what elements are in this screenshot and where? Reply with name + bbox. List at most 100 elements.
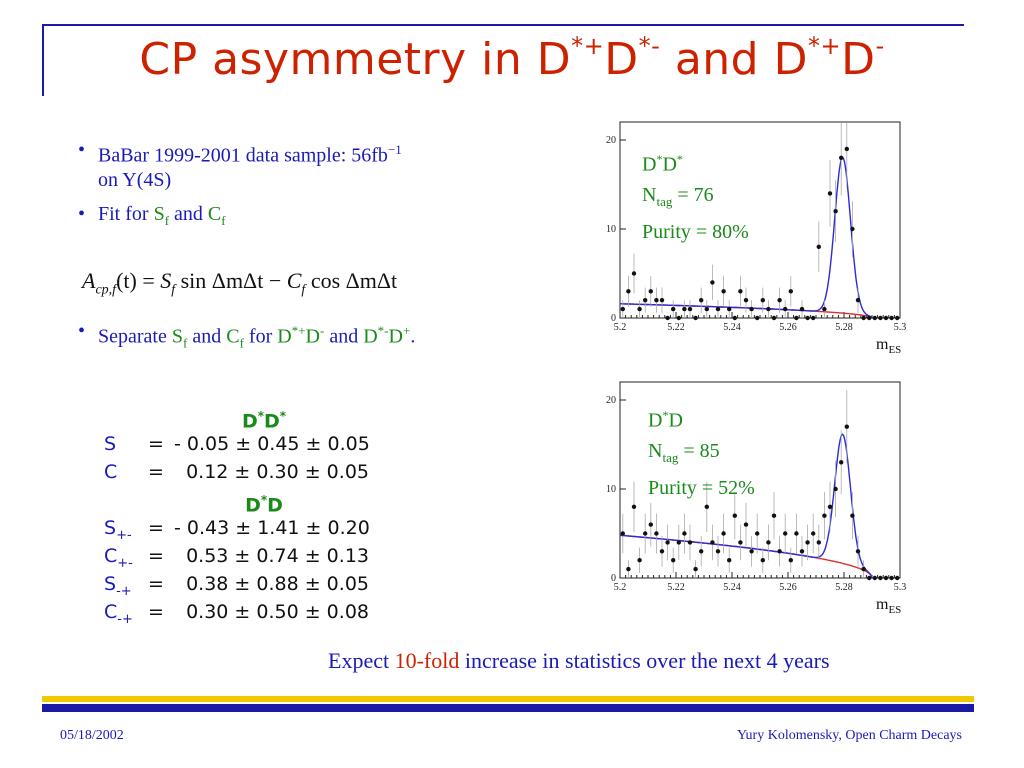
result-row: C-+ = 0.30 ± 0.50 ± 0.08 (104, 598, 424, 627)
data-point (766, 306, 771, 312)
data-point (799, 306, 805, 312)
data-point (654, 298, 659, 303)
data-point (827, 191, 833, 196)
x-tick-label: 5.2 (614, 322, 627, 333)
data-point (665, 540, 670, 545)
data-point (620, 306, 625, 312)
y-tick-label: 0 (611, 313, 616, 324)
result-value: 0.38 ± 0.88 ± 0.05 (174, 573, 369, 595)
data-point (626, 566, 631, 572)
data-point (687, 306, 693, 312)
data-point (799, 549, 805, 554)
data-point (749, 306, 754, 312)
y-tick-label: 10 (606, 484, 616, 495)
data-point (659, 298, 665, 303)
plot1-x-title: mES (876, 336, 902, 357)
data-point (777, 549, 782, 554)
y-tick-label: 10 (606, 224, 616, 235)
data-point (872, 315, 877, 321)
data-point (816, 540, 821, 545)
result-row: C = 0.12 ± 0.30 ± 0.05 (104, 458, 424, 486)
x-tick-label: 5.26 (779, 322, 797, 333)
plot-dstar-d: 5.2 5.22 5.24 5.26 5.28 5.3 0 10 20 D*D Ntag = 8… (600, 372, 920, 622)
data-point (637, 306, 642, 312)
results-heading-dstar-d: D*D (245, 493, 283, 517)
data-point (861, 566, 866, 572)
result-equals: = (148, 461, 164, 483)
footer-date: 05/18/2002 (60, 728, 124, 743)
data-point (850, 226, 855, 232)
data-point (816, 244, 821, 249)
plot2-label: D*D Ntag = 85 Purity = 52% (648, 408, 755, 499)
x-tick-label: 5.22 (667, 582, 685, 593)
result-value: - 0.43 ± 1.41 ± 0.20 (174, 517, 370, 539)
footer-band-yellow (42, 696, 974, 702)
footer-band-blue (42, 704, 974, 712)
result-row: C+- = 0.53 ± 0.74 ± 0.13 (104, 542, 424, 571)
data-point (839, 460, 844, 465)
result-label: S (104, 433, 117, 455)
result-label: S-+ (104, 573, 132, 599)
result-value: 0.53 ± 0.74 ± 0.13 (174, 545, 369, 567)
result-equals: = (148, 433, 164, 455)
bullet-fit: Fit for Sf and Cf (78, 202, 568, 233)
results-heading-dstar-dstar: D*D* (241, 409, 287, 433)
data-point (844, 424, 849, 429)
y-tick-label: 0 (611, 573, 616, 584)
data-point (743, 522, 749, 527)
data-point (766, 540, 771, 545)
result-row: S = - 0.05 ± 0.45 ± 0.05 (104, 430, 424, 458)
plot1-label: D*D* Ntag = 76 Purity = 80% (642, 152, 749, 243)
data-point (715, 549, 721, 554)
data-point (727, 306, 732, 312)
plot-dstar-dstar: 5.2 5.22 5.24 5.26 5.28 5.3 0 10 20 D*D* Ntag = … (600, 112, 920, 362)
result-value: - 0.05 ± 0.45 ± 0.05 (174, 433, 370, 455)
data-point (643, 298, 648, 303)
plot2-x-title: mES (876, 596, 902, 617)
bullet-data-sample: BaBar 1999-2001 data sample: 56fb−1 on Y… (78, 138, 568, 192)
data-point (721, 289, 726, 294)
data-point (687, 540, 693, 545)
data-point (671, 558, 676, 563)
data-point (788, 289, 793, 294)
x-tick-label: 5.2 (614, 582, 627, 593)
data-point (895, 315, 900, 321)
data-point (878, 575, 883, 581)
result-row: S-+ = 0.38 ± 0.88 ± 0.05 (104, 570, 424, 599)
data-point (822, 513, 827, 518)
data-point (867, 575, 872, 581)
data-point (855, 298, 861, 303)
result-equals: = (148, 517, 164, 539)
data-point (648, 522, 653, 527)
data-point (704, 504, 709, 509)
data-point (631, 271, 637, 276)
x-tick-label: 5.26 (779, 582, 797, 593)
data-point (777, 298, 782, 303)
data-point (682, 531, 687, 536)
data-point (738, 540, 743, 545)
x-tick-label: 5.28 (835, 322, 853, 333)
data-point (794, 315, 799, 321)
data-point (861, 315, 866, 321)
data-point (827, 504, 833, 509)
data-point (811, 315, 816, 321)
x-tick-label: 5.24 (723, 582, 741, 593)
data-point (805, 540, 810, 545)
result-equals: = (148, 573, 164, 595)
data-point (771, 315, 777, 321)
footer-author: Yury Kolomensky, Open Charm Decays (737, 728, 962, 743)
data-point (805, 315, 810, 321)
data-point (648, 289, 653, 294)
data-point (743, 298, 749, 303)
data-point (704, 306, 709, 312)
data-point (699, 549, 704, 554)
slide-title: CP asymmetry in D*+D*- and D*+D- (139, 32, 885, 85)
data-point (659, 549, 665, 554)
x-tick-label: 5.3 (894, 582, 907, 593)
result-value: 0.30 ± 0.50 ± 0.08 (174, 601, 369, 623)
data-point (850, 513, 855, 518)
data-point (732, 513, 737, 518)
result-value: 0.12 ± 0.30 ± 0.05 (174, 461, 369, 483)
result-row: S+- = - 0.43 ± 1.41 ± 0.20 (104, 514, 424, 543)
data-point (710, 540, 715, 545)
